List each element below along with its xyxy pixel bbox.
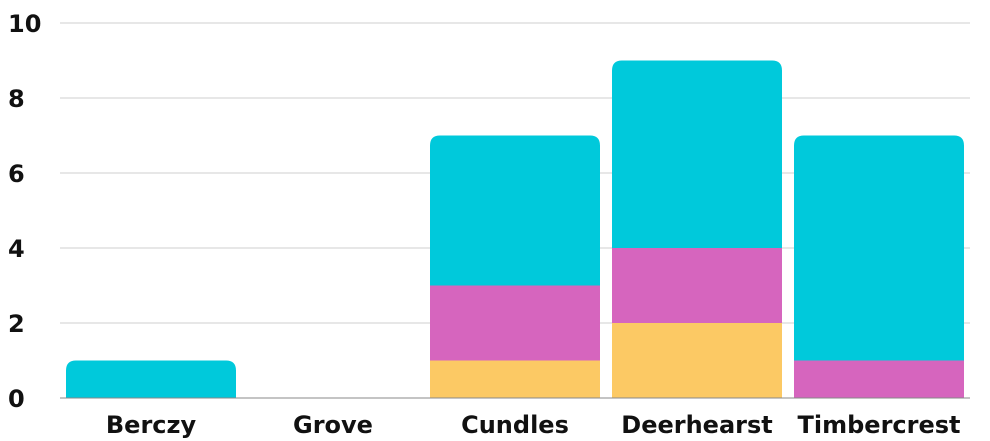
y-tick-label: 4 [8,235,25,263]
y-tick-label: 8 [8,85,25,113]
bar-timbercrest-segment-2 [794,135,964,361]
x-category-label: Cundles [461,411,569,439]
bar-berczy-segment-2 [66,360,236,398]
x-category-label: Berczy [106,411,197,439]
x-category-label: Deerhearst [621,411,772,439]
bar-timbercrest-segment-1 [794,360,964,398]
bar-cundles-segment-1 [430,285,600,361]
y-tick-label: 6 [8,160,25,188]
bar-deerhearst-segment-2 [612,60,782,248]
axes: 0 2 4 6 8 10 Berczy Grove Cundles Deerhearst Timbe… [8,10,970,439]
bar-deerhearst-segment-1 [612,248,782,323]
y-tick-label: 2 [8,310,25,338]
bar-deerhearst-segment-0 [612,323,782,398]
x-category-label: Grove [293,411,373,439]
y-tick-label: 10 [8,10,41,38]
bar-cundles-segment-0 [430,360,600,398]
bar-cundles-segment-2 [430,135,600,286]
bars [66,60,964,398]
y-tick-label: 0 [8,385,25,413]
x-category-label: Timbercrest [798,411,961,439]
